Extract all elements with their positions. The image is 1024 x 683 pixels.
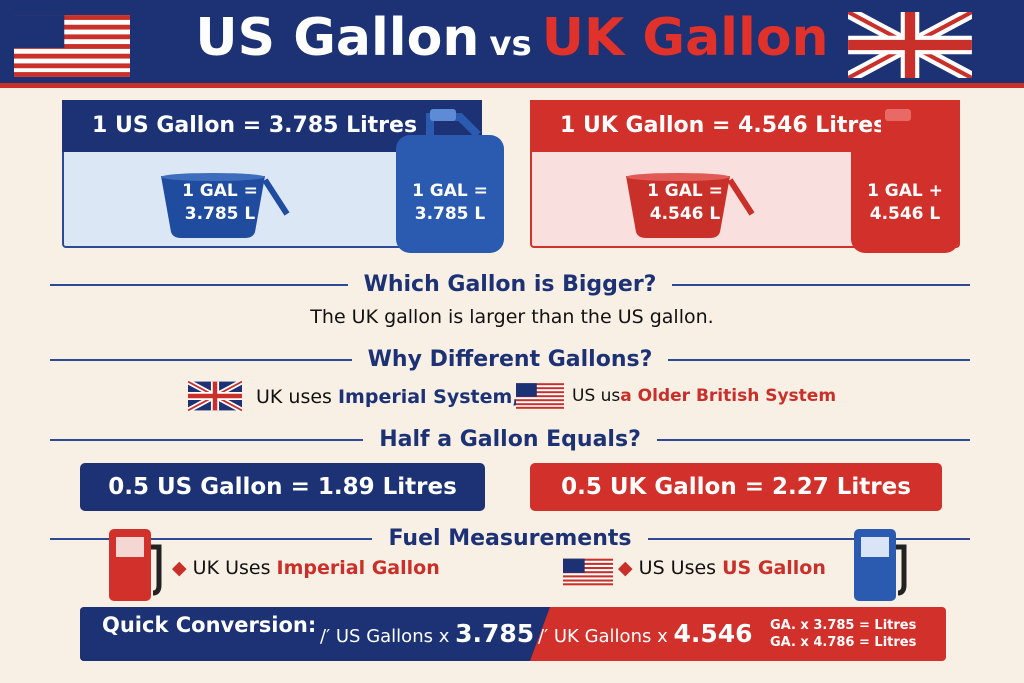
reason-us: US usa Older British System — [572, 386, 836, 406]
title-vs: vs — [489, 24, 532, 64]
section-text: The UK gallon is larger than the US gall… — [310, 306, 714, 328]
us-jug-label: 1 GAL = 3.785 L — [395, 180, 505, 226]
uk-cup — [626, 173, 755, 238]
reason-highlight: Imperial System, — [337, 386, 520, 408]
fuel-highlight: Imperial Gallon — [276, 557, 440, 579]
cup-line: 3.785 L — [184, 204, 256, 224]
heading-text: Why Different Gallons? — [367, 347, 653, 372]
fuel-uk: ◆ UK Uses Imperial Gallon — [172, 557, 440, 579]
heading-text: Which Gallon is Bigger? — [363, 272, 657, 297]
formulas: GA. x 3.785 = Litres GA. x 4.786 = Litres — [770, 617, 916, 651]
us-conversion: /′ US Gallons x 3.785 — [320, 619, 535, 648]
fuel-us: ◆ US Uses US Gallon — [618, 557, 826, 579]
footer-title: Quick Conversion: — [102, 613, 317, 637]
us-cup-label: 1 GAL = 3.785 L — [165, 180, 275, 226]
jug-line: 4.546 L — [869, 204, 941, 224]
fuel-highlight: US Gallon — [722, 557, 826, 579]
us-flag-small — [563, 558, 613, 586]
section-heading: Fuel Measurements — [50, 526, 970, 551]
reason-label: UK uses — [256, 386, 332, 408]
conv-label: UK Gallons x — [553, 626, 668, 647]
uk-cup-label: 1 GAL = 4.546 L — [630, 180, 740, 226]
reason-label: US us — [572, 386, 621, 406]
section-heading: Why Different Gallons? — [50, 347, 971, 372]
conv-label: US Gallons x — [335, 626, 450, 647]
heading-text: Fuel Measurements — [388, 526, 632, 551]
jug-line: 1 GAL = — [412, 181, 488, 201]
us-pump — [854, 529, 907, 601]
quick-conversion: Quick Conversion: /′ US Gallons x 3.785 … — [80, 607, 946, 661]
formula: GA. x 4.786 = Litres — [770, 635, 917, 650]
cup-line: 1 GAL = — [647, 181, 723, 201]
us-cup — [161, 173, 290, 238]
formula: GA. x 3.785 = Litres — [770, 618, 917, 633]
fuel-label: US Uses — [638, 557, 717, 579]
jug-line: 3.785 L — [414, 204, 486, 224]
cup-line: 4.546 L — [649, 204, 721, 224]
us-card-title: 1 US Gallon = 3.785 Litres — [62, 100, 482, 152]
uk-conversion: /′ UK Gallons x 4.546 — [538, 619, 753, 648]
footer-bg — [80, 607, 946, 661]
uk-pump — [109, 529, 162, 601]
half-uk: 0.5 UK Gallon = 2.27 Litres — [530, 463, 942, 511]
us-jug — [396, 109, 504, 253]
title-uk: UK Gallon — [541, 8, 829, 68]
uk-jug-label: 1 GAL + 4.546 L — [850, 180, 960, 226]
uk-flag-small — [188, 380, 242, 412]
half-us: 0.5 US Gallon = 1.89 Litres — [80, 463, 485, 511]
reason-highlight: a Older British System — [620, 386, 837, 406]
uk-jug — [851, 109, 959, 253]
fuel-label: UK Uses — [192, 557, 271, 579]
cup-line: 1 GAL = — [182, 181, 258, 201]
jug-line: 1 GAL + — [867, 181, 943, 201]
section-heading: Which Gallon is Bigger? — [50, 272, 971, 297]
reason-uk: UK uses Imperial System, — [256, 386, 520, 408]
section-heading: Half a Gallon Equals? — [50, 427, 971, 452]
us-flag-small — [516, 383, 564, 409]
conv-factor: 4.546 — [673, 619, 753, 648]
header-title: US Gallon vs UK Gallon — [0, 8, 1024, 68]
heading-text: Half a Gallon Equals? — [379, 427, 641, 452]
conv-factor: 3.785 — [455, 619, 535, 648]
title-us: US Gallon — [195, 8, 480, 68]
